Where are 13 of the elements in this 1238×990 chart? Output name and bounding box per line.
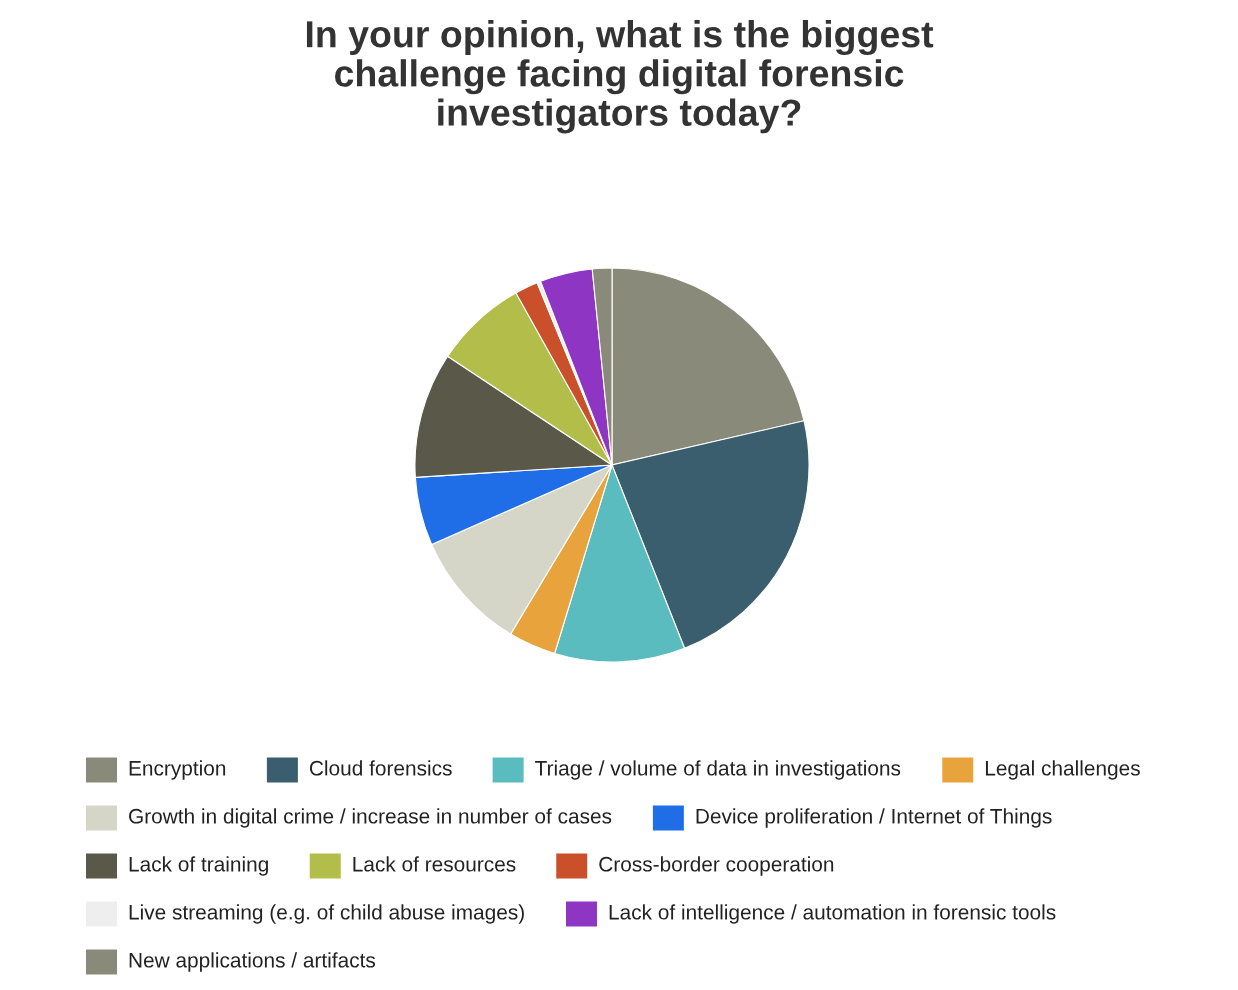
legend-label: Lack of intelligence / automation in forensic tools: [609, 904, 1056, 924]
legend-label: New applications / artifacts: [129, 952, 376, 972]
legend-label: Cloud forensics: [309, 760, 452, 776]
legend-label: Cross-border cooperation: [599, 856, 834, 876]
legend-label: Live streaming (e.g. of child abuse images): [129, 904, 524, 924]
legend-label: Legal challenges: [985, 760, 1140, 780]
legend-label: Encryption: [129, 760, 226, 780]
chart-title: In your opinion, what is the biggest challenge facing digital forensic investigators today?: [306, 20, 934, 134]
legend-label: Lack of resources: [353, 856, 516, 872]
legend-label: Device proliferation / Internet of Things: [696, 808, 1052, 828]
legend-label: Growth in digital crime / increase in number of cases: [129, 808, 612, 828]
legend-label: Lack of training: [129, 856, 268, 876]
legend-label: Triage / volume of data in investigations: [535, 760, 901, 780]
